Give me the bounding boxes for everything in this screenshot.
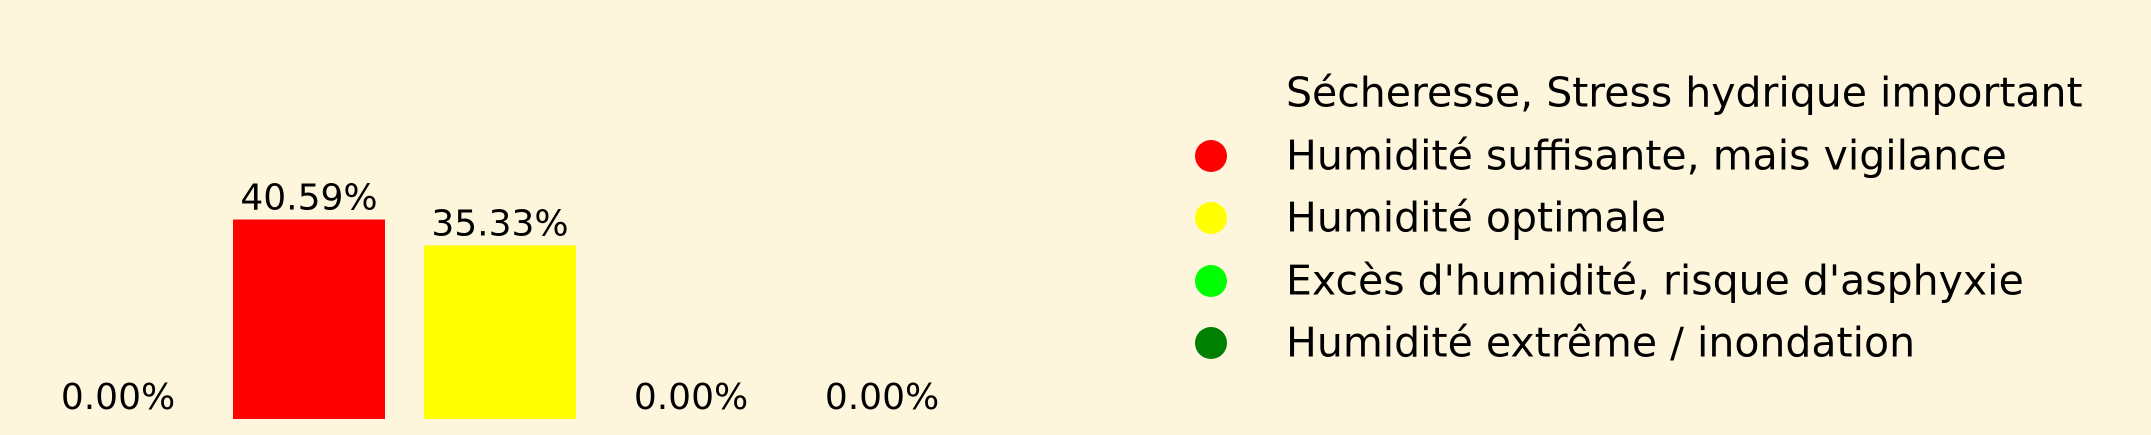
data-label-humidite-extreme: 0.00% — [825, 377, 939, 418]
data-label-exces-humidite: 0.00% — [634, 377, 748, 418]
legend-label-exces-humidite: Excès d'humidité, risque d'asphyxie — [1286, 256, 2024, 305]
legend-label-humidite-suffisante: Humidité suffisante, mais vigilance — [1286, 131, 2007, 180]
bar-humidite-optimale — [424, 245, 576, 419]
data-label-secheresse: 0.00% — [61, 377, 175, 418]
legend-label-humidite-extreme: Humidité extrême / inondation — [1286, 318, 1916, 367]
bar-humidite-suffisante — [233, 219, 385, 419]
bar-chart: 0.00% 40.59% 35.33% 0.00% 0.00% — [61, 178, 939, 419]
legend-marker-secheresse — [1195, 77, 1227, 110]
data-label-humidite-suffisante: 40.59% — [240, 178, 377, 219]
data-label-humidite-optimale: 35.33% — [431, 203, 568, 244]
legend-marker-exces-humidite — [1195, 264, 1227, 297]
legend-label-secheresse: Sécheresse, Stress hydrique important — [1286, 68, 2083, 117]
legend-marker-humidite-extreme — [1195, 327, 1227, 360]
legend-marker-humidite-optimale — [1195, 202, 1227, 235]
legend-label-humidite-optimale: Humidité optimale — [1286, 193, 1667, 242]
legend-marker-humidite-suffisante — [1195, 139, 1227, 172]
